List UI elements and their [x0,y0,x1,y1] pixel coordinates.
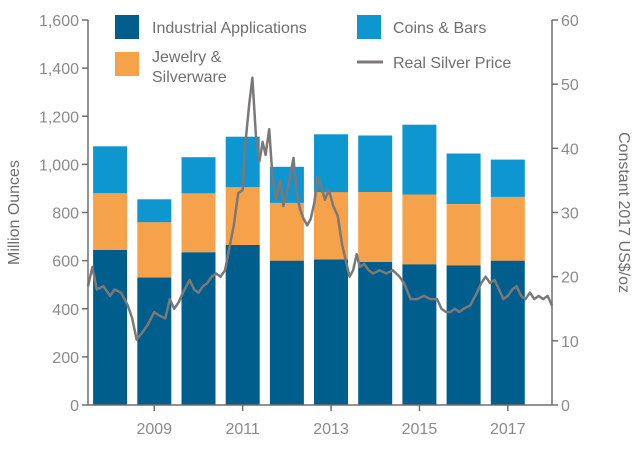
right-tick-label: 0 [561,398,570,415]
bar-2015-series-2 [402,124,437,195]
bar-2017-series-1 [490,196,525,261]
bar-2011-series-0 [225,245,260,405]
left-tick-label: 400 [52,302,79,319]
legend: Industrial Applications Coins & Bars Jewel… [115,15,511,86]
x-tick-label: 2009 [136,421,172,438]
x-tick-label: 2015 [402,421,438,438]
bar-2016-series-1 [446,204,481,266]
real-silver-price-line [86,76,554,341]
bar-2012-series-0 [269,260,304,405]
left-tick-label: 1,400 [39,61,79,78]
bar-2008-series-1 [93,193,128,250]
legend-label: Coins & Bars [393,20,486,37]
bar-2013-series-0 [314,259,348,405]
legend-swatch [115,15,139,39]
left-tick-label: 1,200 [39,109,79,126]
bar-2008-series-0 [93,249,128,405]
bar-2010-series-1 [181,193,216,253]
bar-2010-series-0 [181,252,216,405]
x-tick-label: 2011 [225,421,260,438]
bar-2009-series-1 [137,222,172,278]
left-tick-label: 1,600 [39,13,79,30]
legend-item-2: Jewelry & Silverware [115,49,227,86]
bar-2015-series-0 [402,264,437,405]
legend-swatch [357,15,381,39]
legend-swatch [115,52,139,76]
bar-2017-series-2 [490,159,525,197]
legend-label: Industrial Applications [152,20,307,37]
legend-label: Jewelry & [152,49,222,66]
bar-2008-series-2 [93,146,128,194]
y-right-axis-title: Constant 2017 US$/oz [615,132,632,293]
right-tick-label: 20 [561,270,579,287]
bar-2009-series-2 [137,199,172,223]
bars-layer [93,124,525,405]
bar-2009-series-0 [137,277,172,405]
right-tick-label: 10 [561,334,579,351]
legend-label: Silverware [152,69,227,86]
bar-2015-series-1 [402,194,437,265]
bar-2014-series-1 [358,192,393,262]
x-tick-label: 2013 [313,421,349,438]
left-tick-label: 800 [52,206,79,223]
bar-2016-series-2 [446,153,481,204]
bar-2014-series-2 [358,135,393,192]
left-tick-label: 600 [52,254,79,271]
legend-item-0: Industrial Applications [115,15,307,39]
legend-item-1: Coins & Bars [357,15,486,39]
bar-2010-series-2 [181,157,216,194]
right-tick-label: 50 [561,77,579,94]
bar-2012-series-1 [269,202,304,261]
right-tick-label: 60 [561,13,579,30]
right-tick-label: 30 [561,206,579,223]
y-left-axis-title: Million Ounces [6,160,23,265]
legend-label: Real Silver Price [393,55,511,72]
axes-layer: 0 200 400 600 800 1,000 1,200 1,400 1,600 0 10 20 30… [6,13,632,438]
left-tick-label: 0 [70,398,79,415]
bar-2016-series-0 [446,265,481,405]
left-tick-label: 200 [52,350,79,367]
bar-2014-series-0 [358,261,393,405]
left-tick-label: 1,000 [39,157,79,174]
legend-item-3: Real Silver Price [357,55,511,72]
price-line-layer [86,76,554,341]
right-tick-label: 40 [561,141,579,158]
x-tick-label: 2017 [490,421,526,438]
